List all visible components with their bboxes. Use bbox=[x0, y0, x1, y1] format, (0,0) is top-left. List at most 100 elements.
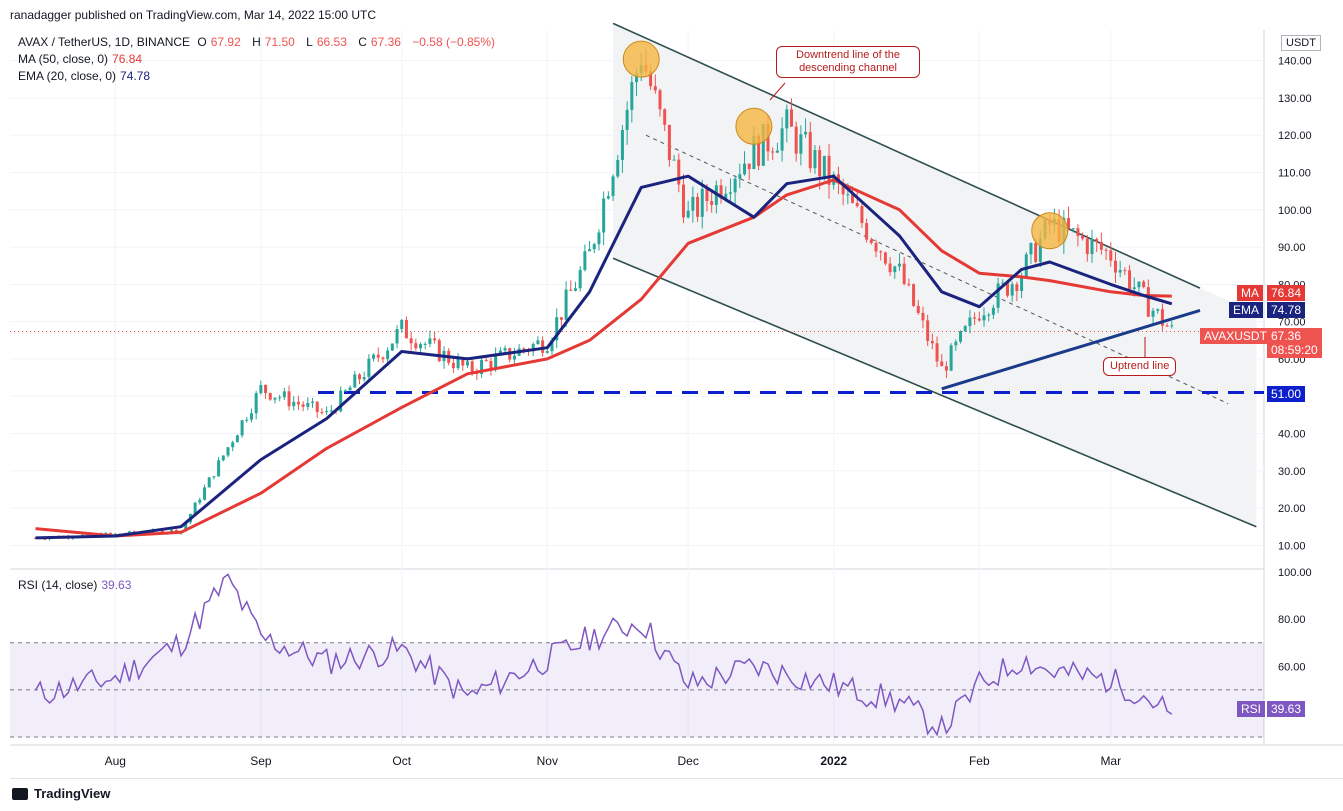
candle-body bbox=[240, 420, 244, 436]
candle-body bbox=[935, 343, 939, 362]
candle-body bbox=[109, 532, 113, 534]
candle-body bbox=[264, 384, 268, 394]
candle-body bbox=[249, 413, 253, 420]
candle-body bbox=[419, 344, 423, 349]
candle-body bbox=[747, 163, 751, 170]
candle-body bbox=[696, 196, 700, 217]
candle-body bbox=[1020, 277, 1024, 291]
candle-body bbox=[1160, 309, 1164, 326]
y-tick-label: 20.00 bbox=[1278, 503, 1306, 515]
candle-body bbox=[282, 391, 286, 398]
ma-legend[interactable]: MA (50, close, 0) 76.84 bbox=[18, 52, 143, 66]
candle-body bbox=[658, 90, 662, 110]
candle-body bbox=[625, 109, 629, 130]
x-tick-label: Aug bbox=[105, 754, 126, 768]
candle-body bbox=[470, 361, 474, 372]
candle-body bbox=[1038, 238, 1042, 262]
publisher-line: ranadagger published on TradingView.com,… bbox=[10, 8, 377, 22]
candle-body bbox=[1156, 309, 1160, 311]
ema-legend[interactable]: EMA (20, close, 0) 74.78 bbox=[18, 69, 151, 83]
candle-body bbox=[959, 331, 963, 342]
candle-body bbox=[1170, 325, 1174, 327]
uptrend-callout: Uptrend line bbox=[1103, 357, 1177, 376]
candle-body bbox=[273, 397, 277, 400]
candle-body bbox=[451, 362, 455, 369]
candle-body bbox=[667, 124, 671, 161]
candle-body bbox=[573, 288, 577, 291]
y-tick-label: 120.00 bbox=[1278, 130, 1312, 142]
ema-tag-value: 74.78 bbox=[1267, 302, 1306, 318]
candle-body bbox=[606, 196, 610, 199]
candle-body bbox=[1137, 281, 1141, 288]
candle-body bbox=[757, 135, 761, 166]
candle-body bbox=[1128, 270, 1132, 290]
candle-body bbox=[1099, 241, 1103, 250]
candle-body bbox=[306, 402, 310, 407]
y-tick-label: 100.00 bbox=[1278, 205, 1312, 217]
candle-body bbox=[846, 194, 850, 196]
candle-body bbox=[231, 442, 235, 448]
candle-body bbox=[949, 345, 953, 371]
candle-body bbox=[278, 397, 282, 399]
candle-body bbox=[583, 251, 587, 270]
candle-body bbox=[991, 307, 995, 315]
candle-body bbox=[433, 338, 437, 341]
candle-body bbox=[376, 354, 380, 358]
channel-fill bbox=[613, 23, 1257, 527]
x-tick-label: Feb bbox=[969, 754, 990, 768]
candle-body bbox=[602, 198, 606, 233]
candle-body bbox=[1015, 284, 1019, 291]
candle-body bbox=[1067, 217, 1071, 229]
candle-body bbox=[113, 533, 117, 535]
rsi-y-tick-label: 80.00 bbox=[1278, 614, 1306, 626]
candle-body bbox=[33, 537, 37, 539]
candle-body bbox=[550, 340, 554, 352]
candle-body bbox=[635, 73, 639, 83]
candle-body bbox=[616, 159, 620, 177]
candle-body bbox=[428, 338, 432, 344]
candle-body bbox=[860, 206, 864, 224]
x-tick-label: Mar bbox=[1100, 754, 1121, 768]
candle-body bbox=[620, 129, 624, 160]
candle-body bbox=[1142, 281, 1146, 288]
candle-body bbox=[494, 354, 498, 369]
candle-body bbox=[1146, 287, 1150, 317]
candle-body bbox=[541, 340, 545, 353]
candle-body bbox=[381, 357, 385, 360]
candle-body bbox=[883, 252, 887, 264]
candle-body bbox=[414, 343, 418, 349]
candle-body bbox=[212, 476, 216, 478]
tradingview-brand[interactable]: TradingView bbox=[12, 786, 110, 801]
candle-body bbox=[43, 538, 47, 540]
candle-body bbox=[1104, 249, 1108, 251]
symbol-label[interactable]: AVAX / TetherUS, 1D, BINANCE bbox=[18, 35, 191, 49]
candle-body bbox=[804, 131, 808, 135]
candle-body bbox=[296, 401, 300, 405]
candle-body bbox=[423, 343, 427, 345]
candle-body bbox=[465, 361, 469, 366]
candle-body bbox=[578, 269, 582, 289]
candle-body bbox=[386, 350, 390, 360]
candle-body bbox=[564, 289, 568, 320]
y-tick-label: 130.00 bbox=[1278, 93, 1312, 105]
candle-body bbox=[677, 159, 681, 185]
candle-body bbox=[254, 393, 258, 414]
candle-body bbox=[301, 404, 305, 407]
ma-tag-value: 76.84 bbox=[1267, 285, 1306, 301]
symbol-tag-label: AVAXUSDT bbox=[1200, 328, 1271, 344]
candle-body bbox=[484, 360, 488, 362]
candle-body bbox=[1081, 235, 1085, 239]
candle-body bbox=[311, 401, 315, 403]
candle-body bbox=[771, 151, 775, 153]
candle-body bbox=[912, 284, 916, 306]
candle-body bbox=[1076, 228, 1080, 236]
candle-body bbox=[1029, 243, 1033, 255]
candle-body bbox=[1090, 239, 1094, 255]
rsi-legend[interactable]: RSI (14, close) 39.63 bbox=[18, 578, 132, 592]
candle-body bbox=[390, 343, 394, 351]
candle-body bbox=[592, 244, 596, 250]
candle-body bbox=[348, 387, 352, 391]
currency-button[interactable]: USDT bbox=[1281, 35, 1321, 51]
candle-body bbox=[930, 341, 934, 344]
